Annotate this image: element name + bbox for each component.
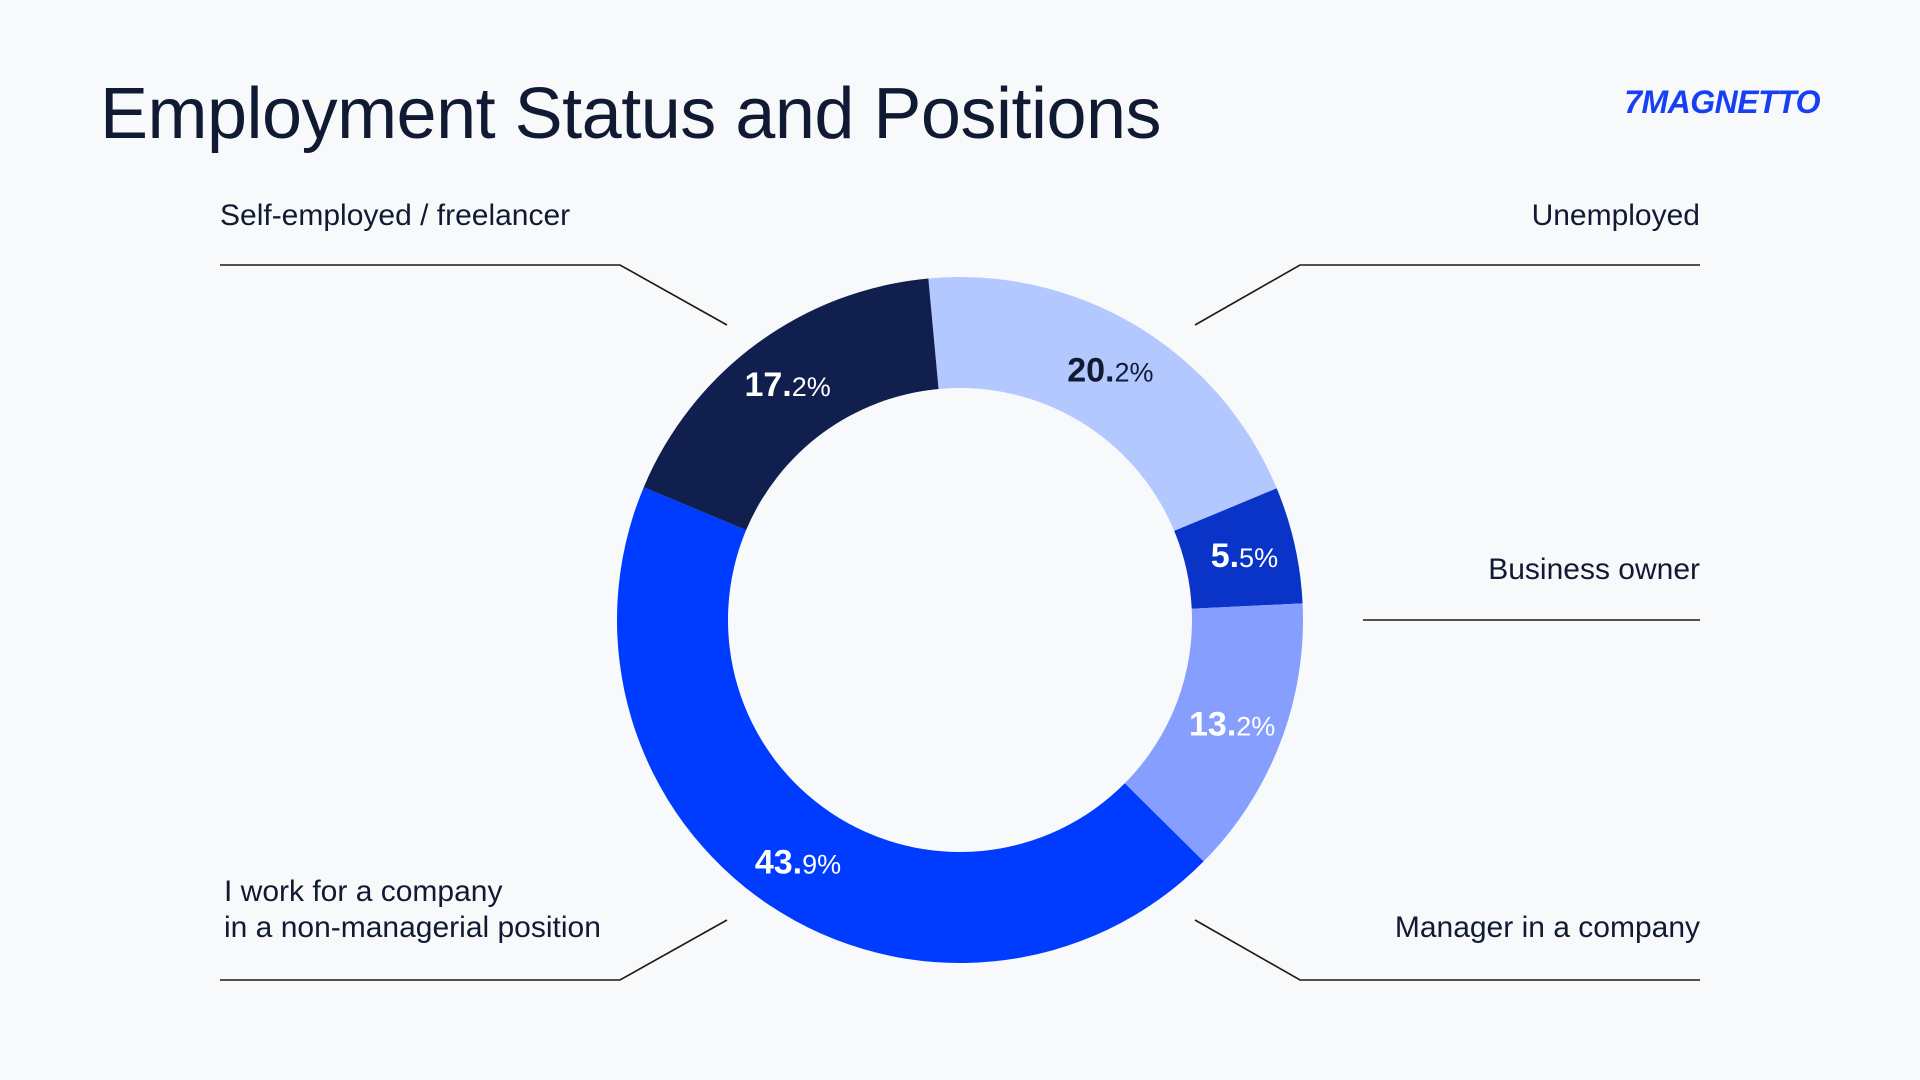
slice-i-work-for-a-company-in-a-non-managerial-position [617, 487, 1204, 964]
slice-unemployed [928, 276, 1277, 531]
leader-line-i-work-for-a-company-in-a-non-managerial-position [220, 919, 728, 981]
value-label-unemployed: 20.2% [1067, 351, 1153, 389]
value-label-manager-in-a-company: 13.2% [1189, 705, 1275, 743]
category-label-manager-in-a-company: Manager in a company [1395, 910, 1700, 946]
category-label-line: I work for a company [224, 875, 503, 908]
leader-line-unemployed [1194, 264, 1700, 326]
category-label-line: Manager in a company [1394, 911, 1700, 944]
category-label-i-work-for-a-company-in-a-non-managerial-position: I work for a company in a non-managerial … [224, 874, 601, 946]
page-title: Employment Status and Positions [100, 74, 1162, 154]
category-label-line: in a non-managerial position [224, 911, 601, 944]
slice-manager-in-a-company [1124, 603, 1303, 862]
magnetto-logo: 7MAGNETTO [1624, 84, 1820, 120]
category-label-line: Business owner [1488, 553, 1700, 586]
slice-business-owner [1174, 488, 1303, 609]
leader-line-manager-in-a-company [1194, 919, 1700, 981]
category-label-line: Unemployed [1531, 199, 1700, 232]
value-label-business-owner: 5.5% [1211, 537, 1278, 575]
category-label-self-employed-freelancer: Self-employed / freelancer [220, 198, 570, 234]
value-label-self-employed-freelancer: 17.2% [744, 366, 830, 404]
category-label-business-owner: Business owner [1488, 552, 1700, 588]
slice-self-employed-freelancer [643, 278, 939, 531]
leader-line-self-employed-freelancer [220, 264, 728, 326]
value-label-i-work-for-a-company-in-a-non-managerial-position: 43.9% [755, 843, 841, 881]
category-label-unemployed: Unemployed [1532, 198, 1700, 234]
category-label-line: Self-employed / freelancer [220, 199, 571, 232]
